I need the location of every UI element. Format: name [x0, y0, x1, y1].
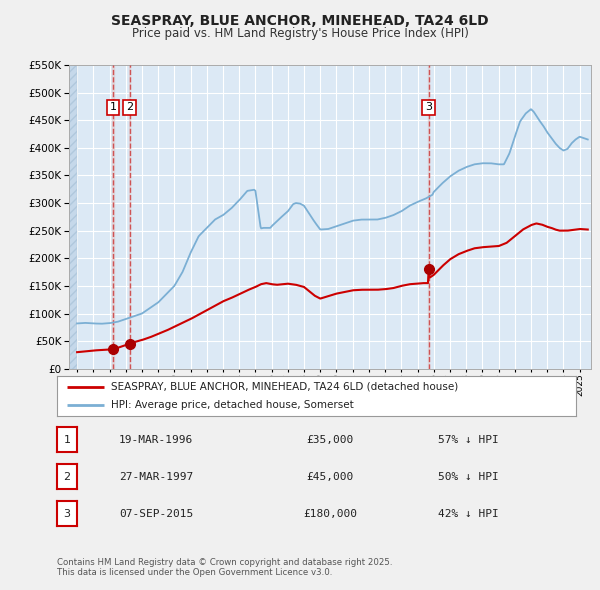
Text: £180,000: £180,000 — [303, 509, 357, 519]
Bar — [428, 65, 430, 369]
Text: 2: 2 — [126, 103, 133, 113]
Text: 3: 3 — [425, 103, 432, 113]
Text: 2: 2 — [64, 472, 70, 481]
Text: 27-MAR-1997: 27-MAR-1997 — [119, 472, 193, 481]
Text: Contains HM Land Registry data © Crown copyright and database right 2025.
This d: Contains HM Land Registry data © Crown c… — [57, 558, 392, 577]
Text: 1: 1 — [110, 103, 116, 113]
Text: 19-MAR-1996: 19-MAR-1996 — [119, 435, 193, 444]
Text: £45,000: £45,000 — [307, 472, 353, 481]
Text: £35,000: £35,000 — [307, 435, 353, 444]
Text: 3: 3 — [64, 509, 70, 519]
Text: Price paid vs. HM Land Registry's House Price Index (HPI): Price paid vs. HM Land Registry's House … — [131, 27, 469, 40]
Bar — [112, 65, 114, 369]
Text: SEASPRAY, BLUE ANCHOR, MINEHEAD, TA24 6LD (detached house): SEASPRAY, BLUE ANCHOR, MINEHEAD, TA24 6L… — [112, 382, 459, 392]
Text: SEASPRAY, BLUE ANCHOR, MINEHEAD, TA24 6LD: SEASPRAY, BLUE ANCHOR, MINEHEAD, TA24 6L… — [111, 14, 489, 28]
Text: 1: 1 — [64, 435, 70, 444]
Text: 50% ↓ HPI: 50% ↓ HPI — [437, 472, 499, 481]
Text: 07-SEP-2015: 07-SEP-2015 — [119, 509, 193, 519]
Text: 42% ↓ HPI: 42% ↓ HPI — [437, 509, 499, 519]
Text: 57% ↓ HPI: 57% ↓ HPI — [437, 435, 499, 444]
Bar — [69, 65, 77, 369]
Bar — [129, 65, 130, 369]
Text: HPI: Average price, detached house, Somerset: HPI: Average price, detached house, Some… — [112, 400, 354, 410]
